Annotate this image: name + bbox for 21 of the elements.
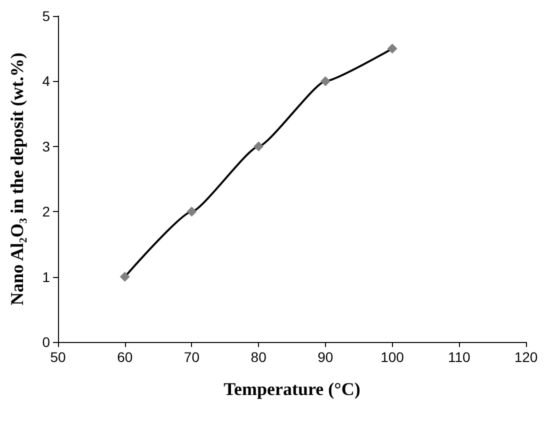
point <box>387 44 398 54</box>
y-tick-label: 2 <box>42 204 50 220</box>
point <box>120 272 130 282</box>
y-tick-label: 3 <box>42 138 50 154</box>
x-tick-label: 120 <box>514 349 538 365</box>
y-tick-label: 5 <box>42 8 50 24</box>
point <box>320 76 330 86</box>
x-tick-label: 60 <box>117 349 133 365</box>
point <box>254 141 264 152</box>
y-tick-label: 0 <box>42 334 50 350</box>
x-tick-label: 50 <box>50 349 66 365</box>
x-tick-label: 90 <box>318 349 334 365</box>
x-tick-label: 110 <box>448 349 471 365</box>
x-tick-label: 80 <box>250 349 267 365</box>
y-axis-title: Nano Al₂O₃ in the deposit (wt.%) <box>7 52 27 306</box>
x-axis-title: Temperature (°C) <box>224 379 360 399</box>
y-tick-label: 1 <box>42 268 50 285</box>
x-tick-label: 100 <box>380 349 404 365</box>
point <box>186 206 197 217</box>
y-tick-label: 4 <box>42 73 50 90</box>
x-tick-label: 70 <box>184 349 200 365</box>
